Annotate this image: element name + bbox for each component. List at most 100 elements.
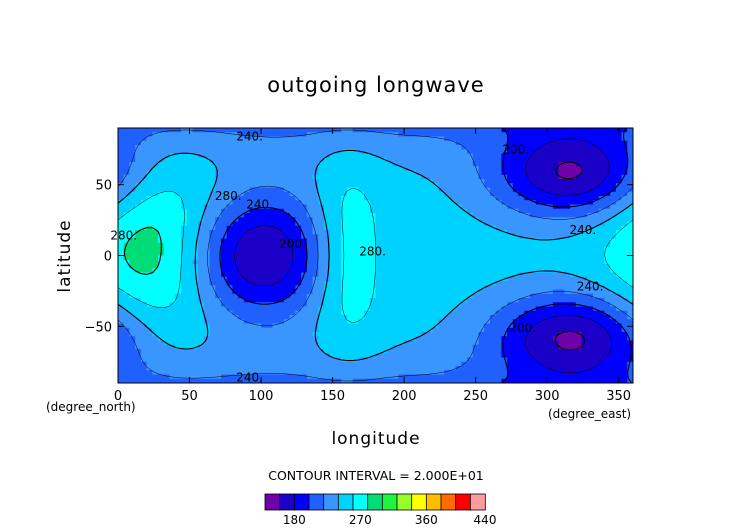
field-cell	[215, 204, 222, 210]
field-cell	[392, 136, 399, 142]
field-cell	[261, 259, 268, 265]
field-cell	[581, 293, 588, 299]
field-cell	[404, 149, 411, 155]
field-cell	[278, 293, 285, 299]
field-cell	[249, 128, 256, 133]
field-cell	[318, 149, 325, 155]
field-cell	[449, 259, 457, 265]
field-cell	[598, 247, 605, 252]
field-cell	[289, 242, 296, 248]
field-cell	[163, 196, 171, 201]
field-cell	[289, 298, 296, 303]
field-cell	[615, 272, 623, 278]
field-cell	[581, 174, 588, 180]
field-cell	[272, 357, 279, 363]
field-cell	[198, 344, 205, 350]
field-cell	[146, 361, 153, 367]
field-cell	[289, 306, 296, 312]
field-cell	[501, 157, 508, 163]
field-cell	[243, 213, 251, 218]
field-cell	[627, 213, 633, 218]
field-cell	[203, 332, 211, 337]
field-cell	[478, 234, 485, 240]
field-cell	[266, 166, 274, 172]
field-cell	[427, 162, 434, 167]
field-cell	[398, 238, 405, 244]
field-cell	[272, 187, 279, 193]
field-cell	[461, 200, 468, 206]
field-cell	[444, 289, 451, 295]
field-cell	[278, 272, 285, 278]
field-cell	[324, 187, 331, 193]
field-cell	[512, 319, 520, 325]
field-cell	[518, 285, 525, 291]
field-cell	[598, 259, 605, 265]
field-cell	[175, 162, 182, 167]
field-cell	[615, 174, 623, 180]
field-cell	[226, 323, 234, 329]
field-cell	[346, 217, 354, 223]
field-cell	[312, 340, 319, 346]
field-cell	[524, 204, 531, 210]
field-cell	[587, 281, 594, 286]
field-cell	[192, 298, 199, 303]
field-cell	[541, 336, 548, 342]
field-cell	[627, 225, 633, 231]
field-cell	[364, 344, 371, 350]
field-cell	[604, 293, 611, 299]
field-cell	[610, 238, 617, 244]
field-cell	[158, 353, 165, 359]
field-cell	[455, 128, 462, 133]
field-cell	[163, 170, 171, 176]
field-cell	[478, 332, 485, 337]
field-cell	[312, 255, 319, 261]
field-cell	[512, 327, 520, 333]
field-cell	[312, 293, 319, 299]
field-cell	[186, 213, 193, 218]
field-cell	[484, 289, 491, 295]
field-cell	[581, 136, 588, 142]
field-cell	[438, 136, 445, 142]
field-cell	[432, 157, 440, 163]
field-cell	[444, 357, 451, 363]
field-cell	[386, 217, 394, 223]
field-cell	[404, 153, 411, 159]
field-cell	[386, 238, 394, 244]
field-cell	[375, 259, 382, 265]
field-cell	[547, 153, 554, 159]
field-cell	[198, 264, 205, 269]
field-cell	[449, 234, 457, 240]
field-cell	[301, 179, 308, 184]
field-cell	[518, 251, 525, 257]
field-cell	[364, 162, 371, 167]
field-cell	[518, 344, 525, 350]
field-cell	[478, 247, 485, 252]
field-cell	[221, 276, 228, 282]
field-cell	[255, 196, 262, 201]
field-cell	[392, 157, 399, 163]
field-cell	[283, 340, 291, 346]
field-cell	[198, 327, 205, 333]
field-cell	[135, 162, 142, 167]
field-cell	[221, 136, 228, 142]
field-cell	[123, 162, 131, 167]
field-cell	[386, 315, 394, 320]
field-cell	[140, 153, 148, 159]
field-cell	[163, 128, 171, 133]
field-cell	[352, 336, 359, 342]
field-cell	[301, 259, 308, 265]
field-cell	[180, 340, 188, 346]
field-cell	[329, 336, 337, 342]
field-cell	[358, 344, 365, 350]
field-cell	[507, 344, 514, 350]
field-cell	[203, 298, 211, 303]
field-cell	[123, 327, 131, 333]
field-cell	[335, 293, 342, 299]
field-cell	[472, 336, 480, 342]
field-cell	[255, 310, 262, 316]
field-cell	[415, 140, 422, 146]
field-cell	[444, 293, 451, 299]
field-cell	[524, 132, 531, 138]
field-cell	[209, 357, 216, 363]
field-cell	[627, 170, 633, 176]
